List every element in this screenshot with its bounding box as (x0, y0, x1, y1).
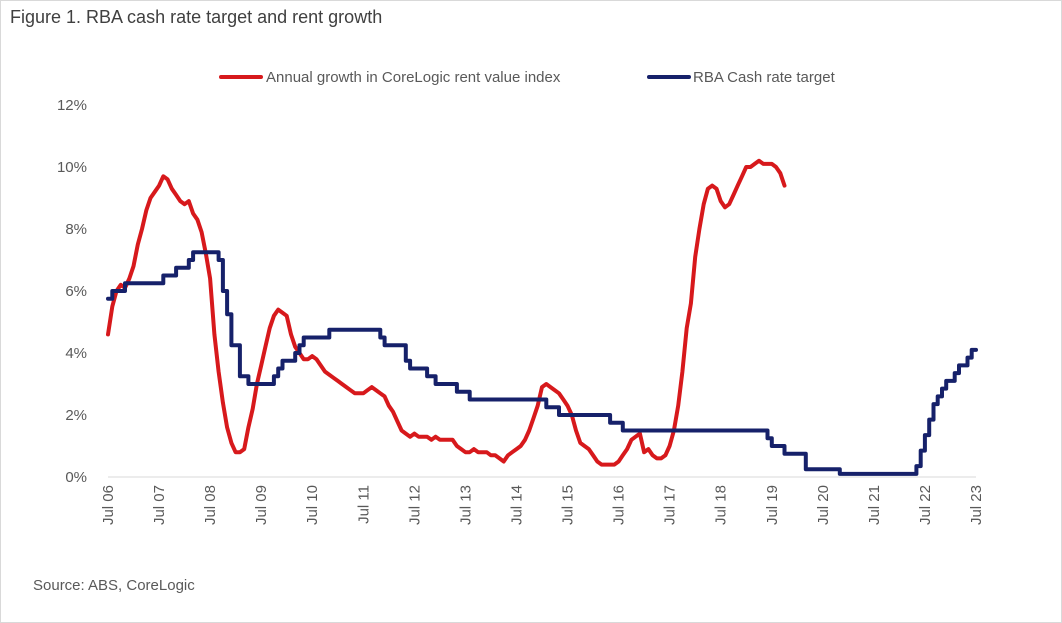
x-tick-label: Jul 22 (917, 485, 934, 525)
chart-title: Figure 1. RBA cash rate target and rent … (10, 7, 383, 27)
x-tick-label: Jul 17 (662, 485, 679, 525)
x-tick-label: Jul 09 (253, 485, 270, 525)
x-tick-label: Jul 11 (355, 485, 372, 524)
x-tick-label: Jul 20 (815, 485, 832, 525)
x-tick-label: Jul 10 (304, 485, 321, 525)
y-tick-label: 8% (65, 221, 87, 238)
y-tick-label: 4% (65, 345, 87, 362)
x-tick-label: Jul 19 (764, 485, 781, 525)
legend-label: RBA Cash rate target (693, 69, 836, 86)
series-line-cash-rate (106, 250, 978, 476)
y-tick-label: 6% (65, 283, 87, 300)
x-tick-label: Jul 08 (202, 485, 219, 525)
x-tick-label: Jul 13 (457, 485, 474, 525)
x-tick-label: Jul 18 (713, 485, 730, 525)
x-tick-label: Jul 16 (611, 485, 628, 525)
x-tick-label: Jul 23 (968, 485, 985, 525)
legend-label: Annual growth in CoreLogic rent value in… (266, 69, 561, 86)
x-tick-label: Jul 21 (866, 485, 883, 525)
y-tick-label: 0% (65, 469, 87, 486)
x-tick-label: Jul 12 (406, 485, 423, 525)
x-tick-label: Jul 06 (100, 485, 117, 525)
series-line-rent-growth (106, 158, 787, 467)
x-tick-label: Jul 15 (560, 485, 577, 525)
y-tick-label: 12% (57, 97, 87, 114)
source-note: Source: ABS, CoreLogic (33, 577, 195, 594)
x-tick-label: Jul 07 (151, 485, 168, 525)
x-tick-label: Jul 14 (508, 485, 525, 525)
y-tick-label: 10% (57, 159, 87, 176)
y-tick-label: 2% (65, 407, 87, 424)
